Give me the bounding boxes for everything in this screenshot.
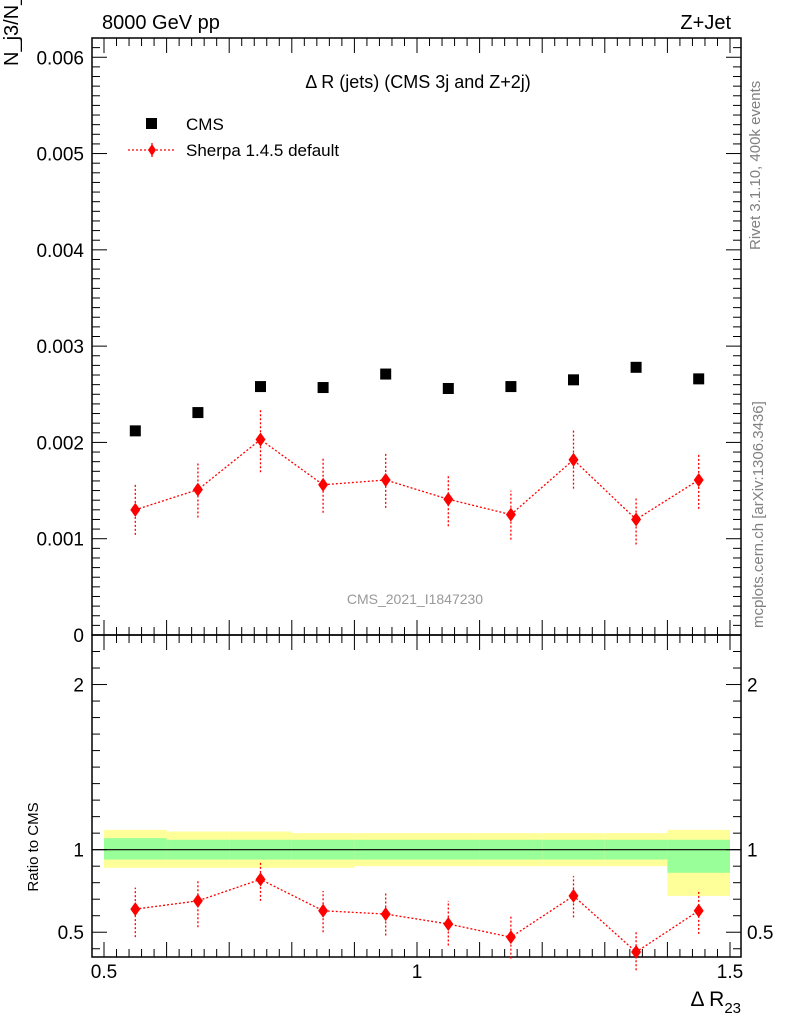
header-right: Z+Jet bbox=[680, 12, 731, 34]
ytick-label-main: 0.002 bbox=[36, 433, 84, 454]
mc-ratio-point bbox=[693, 903, 704, 918]
xlabel-subscript: 23 bbox=[724, 1000, 741, 1017]
ytick-label-main: 0.001 bbox=[36, 530, 84, 551]
data-point bbox=[568, 374, 579, 386]
mc-ratio-point bbox=[568, 888, 579, 903]
ytick-label-ratio-left: 1 bbox=[73, 841, 84, 862]
legend-marker-mc bbox=[148, 144, 156, 156]
data-point bbox=[129, 425, 141, 437]
ytick-label-main: 0.004 bbox=[36, 241, 84, 262]
mc-main-point bbox=[192, 482, 203, 497]
xlabel: Δ R23 bbox=[690, 988, 741, 1017]
mc-main-point bbox=[693, 472, 704, 487]
mc-main-line bbox=[135, 438, 700, 521]
plot-title: Δ R (jets) (CMS 3j and Z+2j) bbox=[305, 72, 531, 92]
ytick-label-ratio-right: 2 bbox=[747, 676, 758, 697]
xtick-label: 1 bbox=[412, 962, 423, 983]
mc-series-ratio bbox=[130, 862, 704, 971]
data-point bbox=[505, 381, 517, 393]
mc-main-point bbox=[380, 472, 391, 487]
mc-main-point bbox=[318, 477, 329, 492]
mc-ratio-point bbox=[631, 945, 642, 960]
mcplots-label: mcplots.cern.ch [arXiv:1306.3436] bbox=[750, 401, 767, 628]
legend-label-mc: Sherpa 1.4.5 default bbox=[186, 141, 339, 160]
ytick-label-ratio-left: 0.5 bbox=[58, 923, 84, 944]
ytick-label-main: 0 bbox=[73, 626, 84, 647]
mc-main-point bbox=[255, 432, 266, 447]
data-point bbox=[693, 373, 705, 385]
mc-series-main bbox=[130, 408, 704, 545]
data-point bbox=[192, 407, 204, 419]
analysis-watermark: CMS_2021_I1847230 bbox=[347, 591, 483, 607]
mc-main-point bbox=[505, 507, 516, 522]
xtick-label: 1.5 bbox=[717, 962, 743, 983]
xtick-label: 0.5 bbox=[91, 962, 117, 983]
header-left: 8000 GeV pp bbox=[102, 12, 220, 34]
data-point bbox=[630, 361, 642, 373]
ytick-label-main: 0.005 bbox=[36, 145, 84, 166]
band-inner-9 bbox=[667, 839, 730, 873]
mc-main-point bbox=[443, 492, 454, 507]
mc-ratio-point bbox=[505, 930, 516, 945]
mc-ratio-point bbox=[130, 902, 141, 917]
data-series-main bbox=[129, 361, 705, 437]
data-point bbox=[255, 381, 266, 393]
ratio-panel-frame bbox=[91, 634, 742, 958]
axis-ticks bbox=[92, 37, 741, 957]
legend-marker-cms bbox=[146, 118, 157, 129]
ytick-label-ratio-left: 2 bbox=[73, 676, 84, 697]
main-ylabel: N_j3/N_j2 bbox=[1, 0, 23, 66]
ratio-ylabel: Ratio to CMS bbox=[25, 802, 42, 891]
legend-label-cms: CMS bbox=[186, 115, 224, 134]
band-inner-0 bbox=[104, 838, 167, 860]
mc-ratio-point bbox=[255, 872, 266, 887]
mc-ratio-point bbox=[192, 893, 203, 908]
ytick-label-ratio-right: 1 bbox=[747, 841, 758, 862]
ytick-label-main: 0.006 bbox=[36, 48, 84, 69]
mc-ratio-point bbox=[443, 916, 454, 931]
mc-ratio-point bbox=[318, 903, 329, 918]
mc-main-point bbox=[568, 452, 579, 467]
data-point bbox=[380, 368, 392, 380]
ytick-label-main: 0.003 bbox=[36, 337, 84, 358]
data-point bbox=[317, 382, 329, 394]
xlabel-text: Δ R bbox=[690, 988, 724, 1011]
mc-main-point bbox=[631, 512, 642, 527]
rivet-label: Rivet 3.1.10, 400k events bbox=[747, 81, 764, 250]
mc-main-point bbox=[130, 502, 141, 517]
ytick-label-ratio-right: 0.5 bbox=[747, 923, 773, 944]
axis-tick-labels: 0.5 1 1.5 0 0.001 0.002 0.003 0.004 0.005 0.006 0.… bbox=[36, 48, 773, 983]
mc-ratio-point bbox=[380, 907, 391, 922]
mc-ratio-line bbox=[135, 878, 700, 953]
data-point bbox=[442, 382, 454, 394]
